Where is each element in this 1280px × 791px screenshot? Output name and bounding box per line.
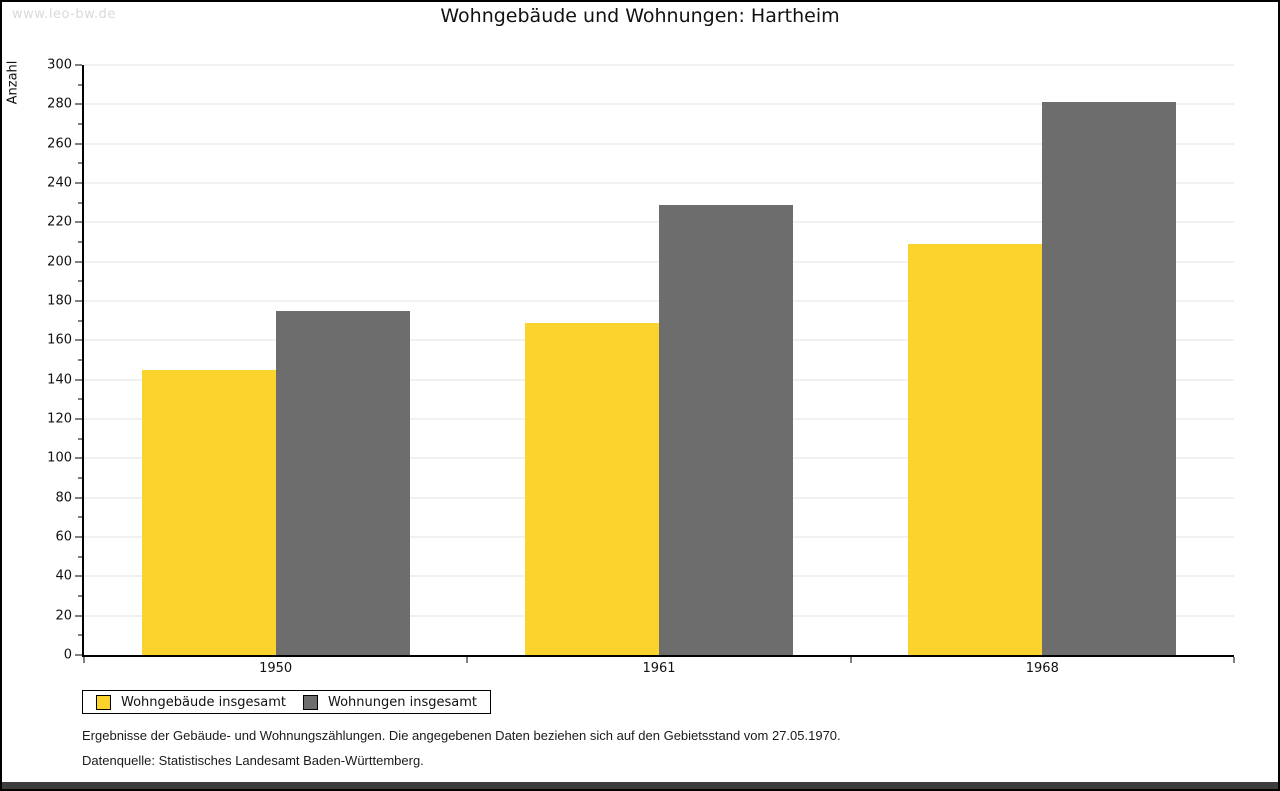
- y-axis-tick: [78, 516, 82, 518]
- y-axis-tick: [75, 64, 82, 66]
- y-axis-tick: [75, 143, 82, 145]
- y-tick-label: 280: [47, 96, 72, 112]
- gridline: [84, 64, 1234, 66]
- y-tick-label: 40: [55, 568, 72, 584]
- y-tick-label: 100: [47, 450, 72, 466]
- y-axis-tick: [78, 123, 82, 125]
- y-tick-label: 160: [47, 332, 72, 348]
- y-axis-tick: [78, 477, 82, 479]
- plot-area: 0 20 40 60 80 100 120 140 160 180 200 220 240 260 280 3…: [47, 59, 1235, 676]
- y-axis-tick: [75, 497, 82, 499]
- y-axis-tick: [75, 615, 82, 617]
- y-tick-label: 0: [63, 647, 72, 663]
- y-axis-tick: [78, 280, 82, 282]
- y-axis-tick: [75, 379, 82, 381]
- bar-group-1961: [467, 65, 850, 655]
- y-axis-tick: [78, 634, 82, 636]
- y-axis-tick: [75, 300, 82, 302]
- y-axis-tick: [75, 103, 82, 105]
- y-tick-label: 260: [47, 136, 72, 152]
- legend-swatch-yellow-icon: [96, 694, 111, 710]
- bar-group-1968: [851, 65, 1234, 655]
- y-tick-label: 240: [47, 175, 72, 191]
- legend-label-wohnungen: Wohnungen insgesamt: [328, 694, 477, 710]
- chart-title: Wohngebäude und Wohnungen: Hartheim: [440, 5, 840, 27]
- legend-label-wohngebaeude: Wohngebäude insgesamt: [121, 694, 286, 710]
- x-axis-label: 1968: [1025, 661, 1059, 676]
- legend-swatch-gray-icon: [303, 694, 318, 710]
- x-axis-tick: [1233, 657, 1235, 663]
- y-axis-tick: [78, 162, 82, 164]
- y-axis-tick: [75, 261, 82, 263]
- y-tick-label: 120: [47, 411, 72, 427]
- x-axis-tick: [83, 657, 85, 663]
- bar-wohngebaeude-insgesamt-1968: [908, 243, 1043, 655]
- y-tick-label: 140: [47, 372, 72, 388]
- y-tick-label: 200: [47, 254, 72, 270]
- legend: Wohngebäude insgesamt Wohnungen insgesam…: [82, 690, 491, 714]
- gridline: [84, 182, 1234, 184]
- y-axis-tick: [75, 457, 82, 459]
- y-axis-tick: [75, 575, 82, 577]
- y-axis-tick: [75, 418, 82, 420]
- y-axis-title: Anzahl: [5, 60, 21, 105]
- x-axis-tick: [466, 657, 468, 663]
- y-tick-label: 20: [55, 608, 72, 624]
- bar-group-1950: [84, 65, 467, 655]
- y-axis-tick: [78, 84, 82, 86]
- y-axis-tick: [78, 438, 82, 440]
- y-axis-tick: [78, 241, 82, 243]
- legend-item-wohnungen: Wohnungen insgesamt: [303, 694, 477, 710]
- legend-item-wohngebaeude: Wohngebäude insgesamt: [96, 694, 286, 710]
- y-axis-tick: [75, 536, 82, 538]
- gridline: [84, 103, 1234, 105]
- x-axis-tick: [850, 657, 852, 663]
- y-tick-label: 180: [47, 293, 72, 309]
- bar-wohnungen-insgesamt-1968: [1042, 102, 1177, 655]
- y-axis-tick: [78, 556, 82, 558]
- y-tick-label: 80: [55, 490, 72, 506]
- bar-wohnungen-insgesamt-1950: [275, 310, 410, 655]
- y-axis-tick: [75, 339, 82, 341]
- watermark-link[interactable]: www.leo-bw.de: [12, 7, 116, 22]
- y-axis-tick: [78, 359, 82, 361]
- x-axis-label: 1961: [642, 661, 676, 676]
- y-axis-tick: [78, 595, 82, 597]
- bottom-edge-bar: [2, 782, 1278, 789]
- y-axis-tick: [78, 202, 82, 204]
- bar-wohngebaeude-insgesamt-1961: [524, 322, 659, 655]
- y-axis-tick: [75, 182, 82, 184]
- y-axis-tick: [78, 398, 82, 400]
- y-axis-tick: [78, 320, 82, 322]
- bar-wohngebaeude-insgesamt-1950: [141, 369, 276, 655]
- y-axis-tick: [75, 654, 82, 656]
- x-axis-label: 1950: [259, 661, 293, 676]
- y-tick-label: 300: [47, 57, 72, 73]
- y-axis-tick: [75, 221, 82, 223]
- y-tick-label: 60: [55, 529, 72, 545]
- y-tick-label: 220: [47, 214, 72, 230]
- bar-wohnungen-insgesamt-1961: [658, 204, 793, 655]
- footnote-gebietsstand: Ergebnisse der Gebäude- und Wohnungszähl…: [82, 728, 841, 743]
- gridline: [84, 143, 1234, 145]
- footnote-datenquelle: Datenquelle: Statistisches Landesamt Bad…: [82, 753, 424, 768]
